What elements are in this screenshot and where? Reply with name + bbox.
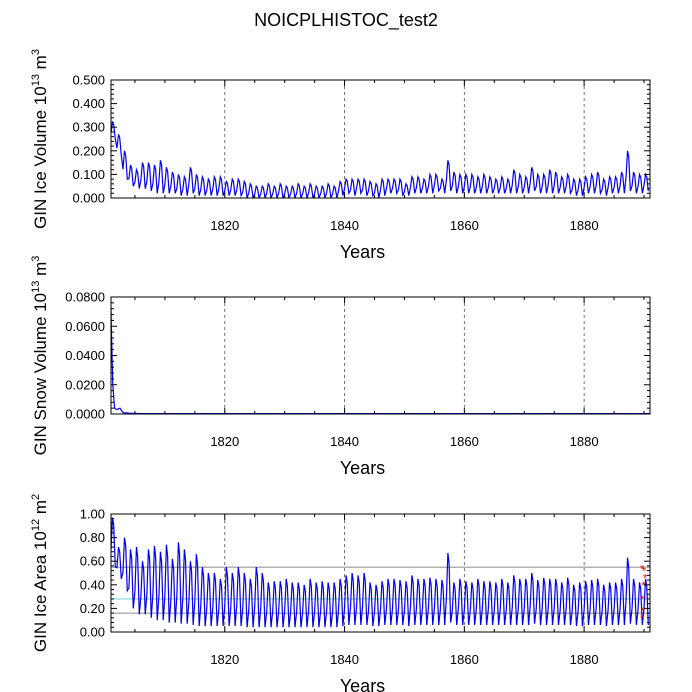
y-tick-label: 0.400	[72, 96, 105, 111]
y-tick-label: 0.300	[72, 120, 105, 135]
y-tick-label: 0.20	[80, 601, 105, 616]
scatter-point: *	[640, 563, 645, 575]
plot-frame	[110, 296, 651, 415]
y-tick-label: 0.000	[72, 191, 105, 206]
scatter-point: *	[640, 594, 645, 606]
x-tick-label: 1840	[330, 652, 359, 667]
scatter-point: *	[640, 613, 645, 625]
y-axis-label-text: GIN Snow Volume 10	[31, 293, 50, 456]
plot-frame	[110, 513, 651, 633]
y-axis-label-text: m	[31, 262, 50, 281]
y-tick-label: 0.0000	[65, 407, 105, 422]
x-tick-label: 1880	[570, 434, 599, 449]
y-tick-label: 0.0200	[65, 377, 105, 392]
chart-panel-3: *******1820 1840 1860 18800.000.200.400.600…	[30, 494, 651, 692]
x-tick-label: 1860	[450, 434, 479, 449]
x-axis-label: Years	[340, 458, 385, 478]
scatter-point: *	[643, 573, 648, 585]
x-tick-label: 1860	[450, 218, 479, 233]
scatter-point: *	[641, 580, 646, 592]
y-axis-label-superscript: 2	[30, 494, 42, 500]
x-tick-label: 1820	[210, 652, 239, 667]
x-tick-label: 1840	[330, 218, 359, 233]
chart-panel-1: 1820 1840 1860 1880 0.000 0.100 0.200 0.300 0.40…	[30, 49, 651, 262]
y-axis-label: GIN Ice Area 1012 m2	[30, 494, 50, 652]
plot-frame	[110, 79, 651, 199]
y-tick-label: 0.60	[80, 554, 105, 569]
x-tick-label: 1880	[570, 652, 599, 667]
y-tick-label: 0.500	[72, 73, 105, 88]
y-axis-label-text: m	[31, 55, 50, 74]
y-tick-label: 1.00	[80, 507, 105, 522]
panels: 1820 1840 1860 1880 0.000 0.100 0.200 0.300 0.40…	[30, 49, 651, 692]
x-tick-label: 1820	[210, 218, 239, 233]
y-tick-label: 0.00	[80, 625, 105, 640]
x-axis-label: Years	[340, 242, 385, 262]
series-line	[111, 517, 649, 628]
x-axis-label: Years	[340, 676, 385, 692]
scatter-point: *	[642, 566, 647, 578]
y-tick-label: 0.40	[80, 577, 105, 592]
y-tick-label: 0.0400	[65, 348, 105, 363]
series-line	[111, 120, 649, 198]
y-axis-label-text: GIN Ice Area 10	[31, 531, 50, 652]
y-axis-label: GIN Snow Volume 1013 m3	[30, 256, 50, 456]
y-axis-label-text: GIN Ice Volume 10	[31, 86, 50, 229]
y-axis-label-superscript: 13	[30, 74, 42, 86]
y-axis-label-text: m	[31, 500, 50, 519]
x-tick-label: 1860	[450, 652, 479, 667]
x-tick-label: 1840	[330, 434, 359, 449]
scatter-point: *	[641, 606, 646, 618]
y-tick-label: 0.0600	[65, 319, 105, 334]
chart-panel-2: 1820 1840 1860 1880 0.0000 0.0200 0.0400 0.0600…	[30, 256, 651, 478]
y-axis-label-superscript: 3	[30, 49, 42, 55]
y-tick-label: 0.80	[80, 530, 105, 545]
y-axis-label: GIN Ice Volume 1013 m3	[30, 49, 50, 229]
x-tick-label: 1880	[570, 218, 599, 233]
y-axis-label-superscript: 13	[30, 281, 42, 293]
y-tick-label: 0.100	[72, 167, 105, 182]
y-axis-label-superscript: 12	[30, 519, 42, 531]
x-tick-label: 1820	[210, 434, 239, 449]
figure-title: NOICPLHISTOC_test2	[254, 10, 438, 31]
series-line	[111, 307, 650, 414]
y-tick-label: 0.200	[72, 143, 105, 158]
y-axis-label-superscript: 3	[30, 256, 42, 262]
y-tick-label: 0.0800	[65, 290, 105, 305]
